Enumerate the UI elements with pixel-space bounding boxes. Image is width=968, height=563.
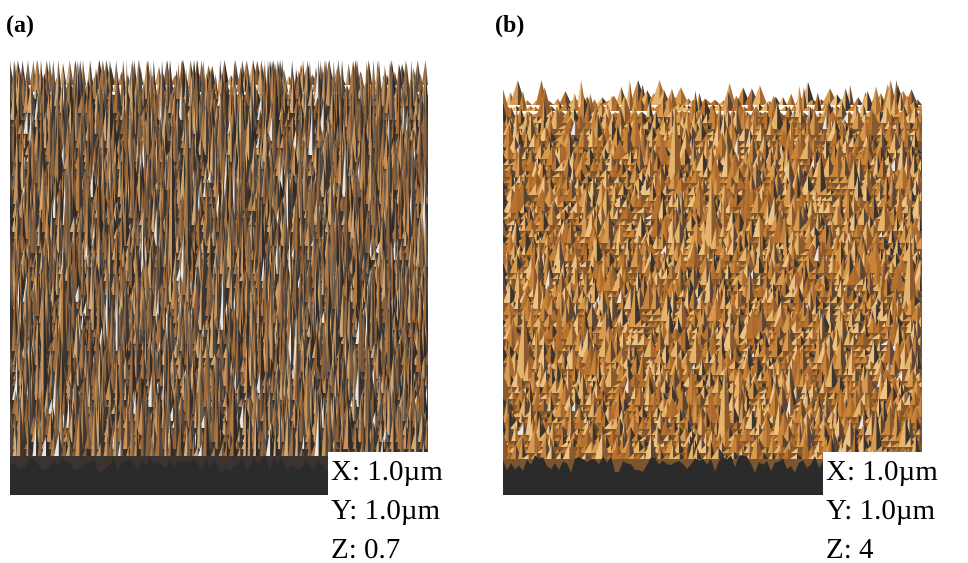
afm-image-a [10, 60, 428, 495]
figure: (a) (b) X: 1.0µm Y: 1.0µm Z: 0.7 X: 1.0µ… [0, 0, 968, 563]
